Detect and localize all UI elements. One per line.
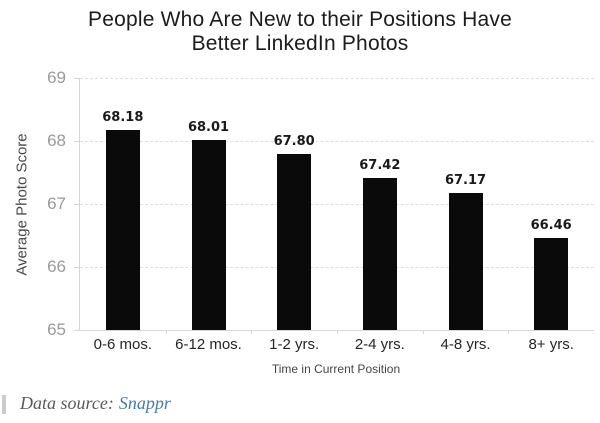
bar-0-6-mos- bbox=[105, 129, 140, 330]
x-axis-title: Time in Current Position bbox=[271, 362, 401, 376]
chart-title: People Who Are New to their Positions Ha… bbox=[0, 8, 600, 56]
caption-prefix: Data source: bbox=[20, 393, 114, 413]
y-tick-label: 68 bbox=[47, 131, 66, 150]
chart-title-line1: People Who Are New to their Positions Ha… bbox=[88, 8, 512, 31]
bar-2-4-yrs- bbox=[362, 177, 397, 330]
gridline-y-69 bbox=[80, 78, 594, 79]
y-tick-mark bbox=[74, 78, 79, 79]
y-tick-mark bbox=[74, 267, 79, 268]
bar-1-2-yrs- bbox=[277, 153, 312, 330]
bar-value-label: 67.42 bbox=[359, 157, 401, 173]
y-tick-mark bbox=[74, 141, 79, 142]
x-tick-label: 0-6 mos. bbox=[93, 336, 153, 353]
bar-4-8-yrs- bbox=[448, 193, 483, 330]
bar-value-label: 67.80 bbox=[273, 133, 315, 149]
x-tick-label: 2-4 yrs. bbox=[354, 336, 405, 353]
y-tick-label: 65 bbox=[47, 320, 66, 339]
caption-quote-bar bbox=[2, 395, 6, 414]
x-tick-label: 4-8 yrs. bbox=[440, 336, 491, 353]
y-tick-mark bbox=[74, 204, 79, 205]
plot-area: 68.18 0-6 mos. 68.01 6-12 mos. 67.80 1-2 yrs.… bbox=[74, 78, 594, 353]
y-axis-tick-labels: 69 68 67 66 65 bbox=[28, 68, 66, 339]
x-tick-mark bbox=[251, 330, 253, 334]
bar-value-label: 68.18 bbox=[102, 109, 144, 125]
x-tick-mark bbox=[165, 330, 167, 334]
x-tick-mark bbox=[337, 330, 338, 334]
y-tick-label: 66 bbox=[47, 257, 66, 276]
gridline-y-68 bbox=[80, 141, 594, 142]
bar-value-label: 68.01 bbox=[187, 120, 230, 136]
x-tick-mark bbox=[508, 330, 510, 334]
caption-text: Data source: Snappr bbox=[20, 393, 171, 414]
gridline-y-67 bbox=[80, 204, 594, 205]
y-tick-mark bbox=[74, 330, 79, 331]
bar-value-label: 67.17 bbox=[444, 173, 487, 189]
x-tick-label: 1-2 yrs. bbox=[269, 336, 320, 353]
x-tick-label: 8+ yrs. bbox=[528, 336, 574, 353]
data-source-caption: Data source: Snappr bbox=[0, 391, 600, 419]
bar-8-yrs- bbox=[534, 238, 569, 330]
x-tick-label: 6-12 mos. bbox=[175, 336, 242, 353]
y-tick-label: 67 bbox=[47, 194, 66, 213]
chart-title-line2: Better LinkedIn Photos bbox=[191, 32, 409, 55]
x-tick-mark bbox=[422, 330, 424, 334]
bar-value-label: 66.46 bbox=[530, 218, 572, 234]
data-source-link[interactable]: Snappr bbox=[118, 393, 171, 413]
gridline-y-66 bbox=[80, 267, 594, 268]
y-tick-label: 69 bbox=[47, 68, 66, 87]
bar-6-12-mos- bbox=[191, 140, 226, 330]
